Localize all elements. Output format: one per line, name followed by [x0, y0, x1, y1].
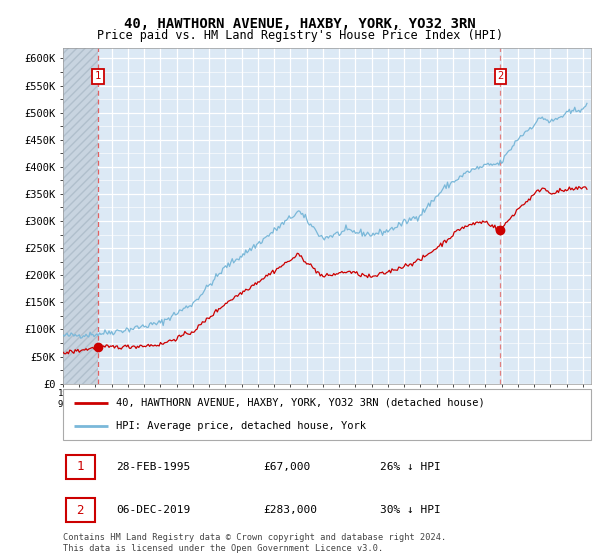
- Text: 30% ↓ HPI: 30% ↓ HPI: [380, 505, 440, 515]
- Text: 26% ↓ HPI: 26% ↓ HPI: [380, 461, 440, 472]
- FancyBboxPatch shape: [63, 389, 591, 440]
- Text: 40, HAWTHORN AVENUE, HAXBY, YORK, YO32 3RN (detached house): 40, HAWTHORN AVENUE, HAXBY, YORK, YO32 3…: [116, 398, 485, 408]
- Text: 40, HAWTHORN AVENUE, HAXBY, YORK, YO32 3RN: 40, HAWTHORN AVENUE, HAXBY, YORK, YO32 3…: [124, 17, 476, 31]
- Text: Contains HM Land Registry data © Crown copyright and database right 2024.
This d: Contains HM Land Registry data © Crown c…: [63, 533, 446, 553]
- Text: HPI: Average price, detached house, York: HPI: Average price, detached house, York: [116, 421, 366, 431]
- Text: 2: 2: [76, 503, 84, 517]
- Text: £283,000: £283,000: [263, 505, 317, 515]
- Text: 28-FEB-1995: 28-FEB-1995: [116, 461, 190, 472]
- Bar: [63, 48, 98, 384]
- FancyBboxPatch shape: [65, 455, 95, 479]
- Text: 1: 1: [76, 460, 84, 473]
- Text: £67,000: £67,000: [263, 461, 311, 472]
- Text: 1: 1: [95, 71, 101, 81]
- Text: 06-DEC-2019: 06-DEC-2019: [116, 505, 190, 515]
- Text: 2: 2: [497, 71, 503, 81]
- FancyBboxPatch shape: [65, 498, 95, 522]
- Text: Price paid vs. HM Land Registry's House Price Index (HPI): Price paid vs. HM Land Registry's House …: [97, 29, 503, 42]
